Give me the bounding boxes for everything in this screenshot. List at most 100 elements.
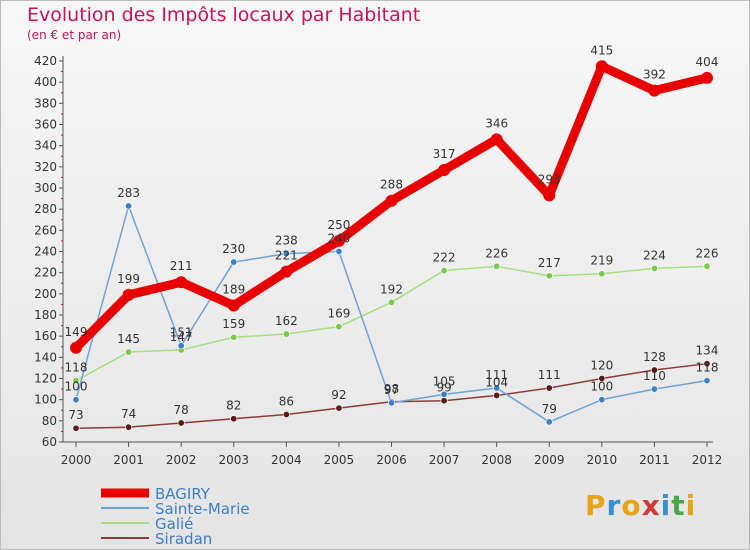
data-point xyxy=(545,418,553,426)
data-label: 74 xyxy=(121,407,136,421)
logo-letter: o xyxy=(621,489,642,522)
data-label: 78 xyxy=(174,403,189,417)
data-point xyxy=(335,248,343,256)
legend-label: Galié xyxy=(155,515,193,533)
data-point xyxy=(703,360,711,368)
data-label: 134 xyxy=(696,344,719,358)
logo-letter: i xyxy=(660,489,672,522)
data-label: 221 xyxy=(275,249,298,263)
data-point xyxy=(335,323,343,331)
data-point xyxy=(543,189,556,202)
data-label: 111 xyxy=(538,368,561,382)
data-label: 159 xyxy=(222,317,245,331)
y-tick-label: 140 xyxy=(34,350,57,364)
data-label: 118 xyxy=(65,361,88,375)
logo-letter: i xyxy=(685,489,697,522)
data-label: 111 xyxy=(485,368,508,382)
y-tick-label: 260 xyxy=(34,223,57,237)
data-label: 100 xyxy=(590,380,613,394)
data-label: 86 xyxy=(279,394,294,408)
data-point xyxy=(650,366,658,374)
data-point xyxy=(175,276,188,289)
data-label: 199 xyxy=(117,272,140,286)
data-label: 293 xyxy=(538,172,561,186)
y-tick-label: 220 xyxy=(34,266,57,280)
y-tick-label: 400 xyxy=(34,75,57,89)
y-tick-label: 240 xyxy=(34,245,57,259)
x-tick-label: 2010 xyxy=(587,453,618,467)
chart-subtitle: (en € et par an) xyxy=(27,28,122,42)
data-label: 317 xyxy=(433,147,456,161)
data-point xyxy=(125,348,133,356)
data-label: 128 xyxy=(643,350,666,364)
data-label: 226 xyxy=(485,246,508,260)
x-tick-label: 2011 xyxy=(639,453,670,467)
data-point xyxy=(650,264,658,272)
x-tick-label: 2009 xyxy=(534,453,565,467)
data-point xyxy=(387,298,395,306)
data-point xyxy=(230,415,238,423)
data-label: 346 xyxy=(485,116,508,130)
data-point xyxy=(385,194,398,207)
x-tick-label: 2001 xyxy=(113,453,144,467)
y-tick-label: 80 xyxy=(42,414,57,428)
data-point xyxy=(598,374,606,382)
data-label: 392 xyxy=(643,68,666,82)
y-tick-label: 300 xyxy=(34,181,57,195)
data-point xyxy=(545,384,553,392)
data-label: 169 xyxy=(327,307,350,321)
data-point xyxy=(332,234,345,247)
proxiti-logo: Proxiti xyxy=(585,489,696,522)
data-point xyxy=(490,133,503,146)
data-point xyxy=(282,410,290,418)
data-point xyxy=(440,267,448,275)
data-label: 100 xyxy=(65,380,88,394)
y-tick-label: 60 xyxy=(42,435,57,449)
x-tick-label: 2003 xyxy=(218,453,249,467)
data-point xyxy=(335,404,343,412)
data-label: 147 xyxy=(170,330,193,344)
data-point xyxy=(438,164,451,177)
data-label: 151 xyxy=(170,326,193,340)
data-point xyxy=(493,391,501,399)
x-tick-label: 2004 xyxy=(271,453,302,467)
data-point xyxy=(493,262,501,270)
data-label: 73 xyxy=(68,408,83,422)
data-point xyxy=(703,377,711,385)
data-point xyxy=(72,424,80,432)
data-label: 104 xyxy=(485,375,508,389)
data-label: 230 xyxy=(222,242,245,256)
x-tick-label: 2000 xyxy=(61,453,92,467)
data-label: 118 xyxy=(696,361,719,375)
logo-letter: t xyxy=(671,489,686,522)
y-tick-label: 280 xyxy=(34,202,57,216)
data-label: 145 xyxy=(117,332,140,346)
x-tick-label: 2007 xyxy=(429,453,460,467)
y-tick-label: 160 xyxy=(34,329,57,343)
y-tick-label: 380 xyxy=(34,96,57,110)
data-label: 240 xyxy=(327,232,350,246)
x-tick-label: 2005 xyxy=(324,453,355,467)
y-tick-label: 340 xyxy=(34,139,57,153)
data-label: 222 xyxy=(433,251,456,265)
data-label: 92 xyxy=(331,388,346,402)
data-label: 224 xyxy=(643,248,666,262)
data-label: 238 xyxy=(275,234,298,248)
data-label: 162 xyxy=(275,314,298,328)
y-tick-label: 200 xyxy=(34,287,57,301)
data-label: 226 xyxy=(696,246,719,260)
legend-label: BAGIRY xyxy=(155,485,211,503)
data-label: 120 xyxy=(590,359,613,373)
data-label: 283 xyxy=(117,186,140,200)
data-point xyxy=(493,384,501,392)
data-point xyxy=(703,262,711,270)
data-point xyxy=(280,265,293,278)
data-point xyxy=(440,397,448,405)
data-point xyxy=(598,270,606,278)
data-point xyxy=(595,60,608,73)
data-label: 415 xyxy=(590,43,613,57)
data-label: 98 xyxy=(384,382,399,396)
data-label: 97 xyxy=(384,383,399,397)
logo-letter: P xyxy=(585,489,607,522)
